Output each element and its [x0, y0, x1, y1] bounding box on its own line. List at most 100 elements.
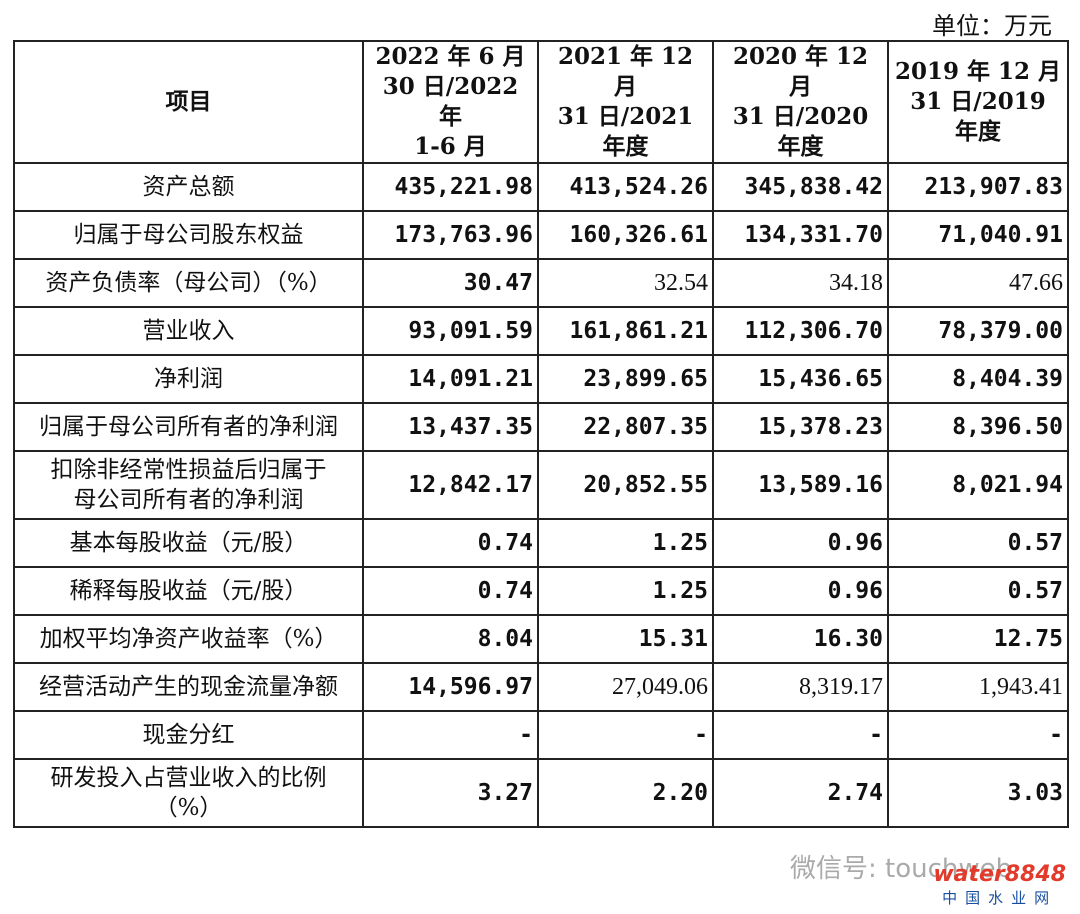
value-cell: 78,379.00 [887, 306, 1069, 356]
cell-line: 2022 年 6 月 [375, 43, 526, 70]
row-label: 营业收入 [13, 306, 364, 356]
value-cell: 0.74 [362, 566, 539, 616]
table-row: 营业收入 93,091.59 161,861.21 112,306.70 78,379.… [13, 306, 1069, 356]
value-cell: 161,861.21 [537, 306, 714, 356]
header-cell: 2022 年 6 月 30 日/2022 年 1-6 月 [362, 40, 539, 164]
cell-line: 资产负债率（母公司）（%） [45, 270, 332, 296]
value-cell: 3.03 [887, 758, 1069, 828]
table-row: 净利润 14,091.21 23,899.65 15,436.65 8,404.39 [13, 354, 1069, 404]
cell-line: 资产总额 [142, 174, 235, 200]
header-cell: 2021 年 12 月 31 日/2021 年度 [537, 40, 714, 164]
value-cell: 8,396.50 [887, 402, 1069, 452]
value-cell: 14,596.97 [362, 662, 539, 712]
value-cell: 14,091.21 [362, 354, 539, 404]
row-label: 加权平均净资产收益率（%） [13, 614, 364, 664]
cell-line: 净利润 [154, 366, 223, 392]
header-cell: 2019 年 12 月 31 日/2019 年度 [887, 40, 1069, 164]
cell-line: 归属于母公司股东权益 [73, 222, 304, 248]
value-cell: 435,221.98 [362, 162, 539, 212]
row-label: 经营活动产生的现金流量净额 [13, 662, 364, 712]
cell-line: 母公司所有者的净利润 [73, 487, 304, 513]
value-cell: 30.47 [362, 258, 539, 308]
row-label: 扣除非经常性损益后归属于 母公司所有者的净利润 [13, 450, 364, 520]
cell-line: 扣除非经常性损益后归属于 [50, 457, 327, 483]
value-cell: 8,319.17 [712, 662, 889, 712]
cell-line: 经营活动产生的现金流量净额 [39, 674, 338, 700]
value-cell: - [712, 710, 889, 760]
cell-line: 加权平均净资产收益率（%） [39, 626, 338, 652]
row-label: 归属于母公司所有者的净利润 [13, 402, 364, 452]
row-label: 现金分红 [13, 710, 364, 760]
value-cell: 34.18 [712, 258, 889, 308]
value-cell: 32.54 [537, 258, 714, 308]
row-label: 净利润 [13, 354, 364, 404]
row-label: 资产总额 [13, 162, 364, 212]
cell-line: 基本每股收益（元/股） [69, 530, 308, 556]
logo: water8848 中国水业网 [933, 862, 1066, 908]
value-cell: 0.57 [887, 566, 1069, 616]
value-cell: 16.30 [712, 614, 889, 664]
row-label: 稀释每股收益（元/股） [13, 566, 364, 616]
cell-line: 2020 年 12 月 [732, 43, 869, 100]
table-row: 资产负债率（母公司）（%） 30.47 32.54 34.18 47.66 [13, 258, 1069, 308]
table-row: 经营活动产生的现金流量净额 14,596.97 27,049.06 8,319.17 1… [13, 662, 1069, 712]
value-cell: 1.25 [537, 518, 714, 568]
cell-line: 30 日/2022 年 [382, 73, 519, 130]
cell-line: 31 日/2019 [910, 88, 1046, 115]
cell-line: 研发投入占营业收入的比例 [50, 765, 327, 791]
header-row: 项目 2022 年 6 月 30 日/2022 年 1-6 月 2021 年 12 月 3… [13, 40, 1069, 164]
value-cell: 8,021.94 [887, 450, 1069, 520]
value-cell: 12.75 [887, 614, 1069, 664]
cell-line: 31 日/2020 [732, 103, 869, 130]
header-cell: 2020 年 12 月 31 日/2020 年度 [712, 40, 889, 164]
row-label: 研发投入占营业收入的比例 （%） [13, 758, 364, 828]
value-cell: - [537, 710, 714, 760]
value-cell: 1.25 [537, 566, 714, 616]
value-cell: 413,524.26 [537, 162, 714, 212]
cell-line: 2021 年 12 月 [557, 43, 694, 100]
value-cell: 0.96 [712, 566, 889, 616]
table-row: 加权平均净资产收益率（%） 8.04 15.31 16.30 12.75 [13, 614, 1069, 664]
table-body: 资产总额 435,221.98 413,524.26 345,838.42 213,90… [13, 162, 1069, 828]
value-cell: 160,326.61 [537, 210, 714, 260]
cell-line: 稀释每股收益（元/股） [69, 578, 308, 604]
financial-table: 项目 2022 年 6 月 30 日/2022 年 1-6 月 2021 年 12 月 3… [13, 40, 1069, 828]
table-row: 研发投入占营业收入的比例 （%） 3.27 2.20 2.74 3.03 [13, 758, 1069, 828]
value-cell: 12,842.17 [362, 450, 539, 520]
logo-text: water8848 [933, 862, 1066, 887]
value-cell: 27,049.06 [537, 662, 714, 712]
cell-line: （%） [154, 795, 223, 821]
cell-line: 营业收入 [142, 318, 235, 344]
value-cell: 15,378.23 [712, 402, 889, 452]
value-cell: 47.66 [887, 258, 1069, 308]
value-cell: - [887, 710, 1069, 760]
header-cell: 项目 [13, 40, 364, 164]
value-cell: 71,040.91 [887, 210, 1069, 260]
table-row: 归属于母公司股东权益 173,763.96 160,326.61 134,331.70… [13, 210, 1069, 260]
unit-label: 单位：万元 [932, 12, 1052, 40]
value-cell: 0.96 [712, 518, 889, 568]
value-cell: 213,907.83 [887, 162, 1069, 212]
value-cell: 8.04 [362, 614, 539, 664]
cell-line: 项目 [165, 88, 212, 115]
cell-line: 2019 年 12 月 [894, 58, 1062, 85]
value-cell: 0.74 [362, 518, 539, 568]
table-row: 稀释每股收益（元/股） 0.74 1.25 0.96 0.57 [13, 566, 1069, 616]
value-cell: 173,763.96 [362, 210, 539, 260]
value-cell: 112,306.70 [712, 306, 889, 356]
value-cell: 20,852.55 [537, 450, 714, 520]
value-cell: 23,899.65 [537, 354, 714, 404]
value-cell: 13,437.35 [362, 402, 539, 452]
row-label: 基本每股收益（元/股） [13, 518, 364, 568]
table-row: 扣除非经常性损益后归属于 母公司所有者的净利润 12,842.17 20,852.55… [13, 450, 1069, 520]
table-row: 基本每股收益（元/股） 0.74 1.25 0.96 0.57 [13, 518, 1069, 568]
value-cell: 3.27 [362, 758, 539, 828]
row-label: 资产负债率（母公司）（%） [13, 258, 364, 308]
value-cell: 1,943.41 [887, 662, 1069, 712]
value-cell: 8,404.39 [887, 354, 1069, 404]
value-cell: 345,838.42 [712, 162, 889, 212]
value-cell: 2.20 [537, 758, 714, 828]
watermark: 微信号: touchweb [790, 854, 1013, 884]
value-cell: 22,807.35 [537, 402, 714, 452]
